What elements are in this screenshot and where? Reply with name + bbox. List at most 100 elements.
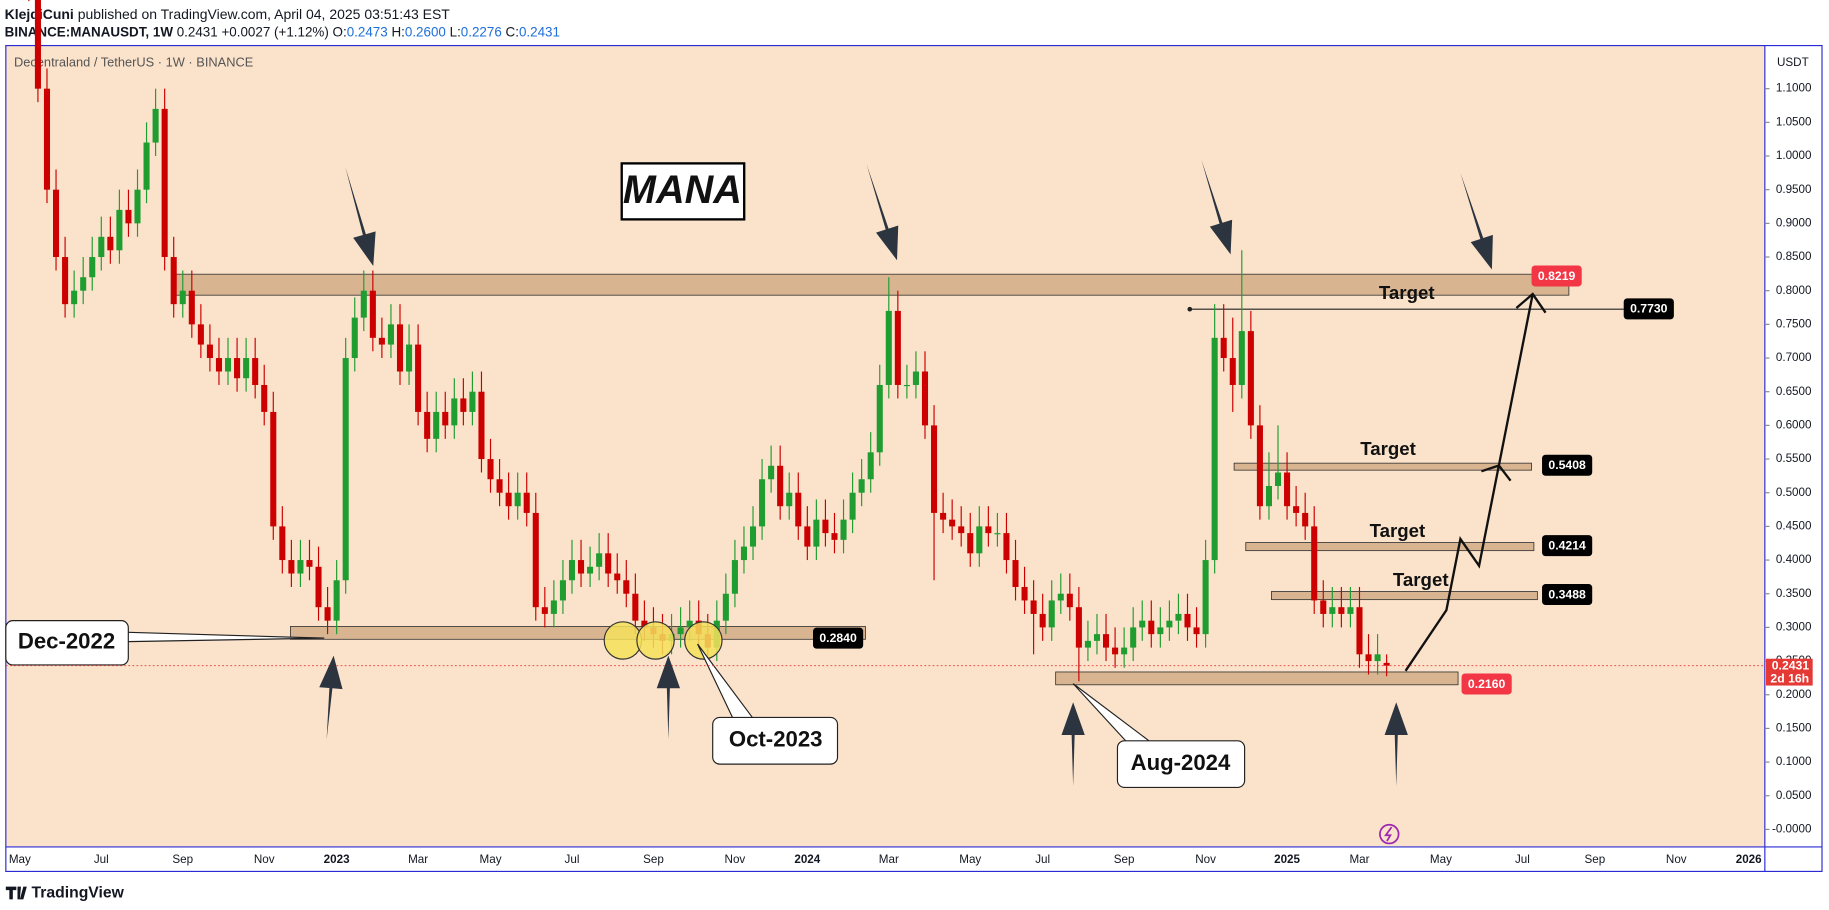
x-tick-label: Jul [565,853,580,866]
y-tick-label: 0.1500 [1776,721,1812,734]
y-tick-label: 1.0500 [1776,115,1812,128]
x-tick-label: 2026 [1736,853,1762,866]
candle-body [858,479,865,493]
x-tick-label: Sep [172,853,193,866]
frame [5,44,1823,873]
candle-body [1102,634,1110,648]
candle-body [134,189,141,224]
candle-body [813,519,820,547]
x-tick-label: Nov [1666,853,1687,866]
event-icon-bolt [1384,826,1393,842]
candle-body [731,560,738,594]
level-tag [1461,673,1512,695]
candle-body [722,593,729,621]
candle-body [1048,600,1055,628]
x-tick-label: 2023 [324,853,350,866]
candle-body [740,546,747,561]
candle-body [1066,593,1073,608]
projection [1404,293,1534,672]
target-label: Target [1360,438,1416,459]
candle-body [1256,425,1263,507]
callout-pointer [697,643,753,718]
candle-body [958,526,965,534]
y-tick-label: 0.2000 [1776,688,1812,701]
x-tick-label: Mar [1349,853,1369,866]
candle-body [1211,337,1218,561]
l-value: 0.2276 [461,24,502,39]
candle-body [1012,560,1019,587]
candle-body [252,358,259,385]
header: KlejdiCuni published on TradingView.com,… [5,6,560,39]
zone [172,273,1570,296]
candle-body [487,459,494,480]
candle-body [967,533,974,554]
event-icon[interactable] [1379,823,1400,845]
candle-body [1365,654,1372,662]
candle-body [795,492,802,527]
x-tick-label: Nov [725,853,746,866]
candle-body [369,290,376,338]
last-price-tag [1766,658,1813,686]
anchor-dot [1187,306,1193,312]
candle-body [831,533,838,540]
candle-body [415,344,422,412]
title-box [620,162,746,221]
arrow [319,655,343,740]
arrow [1384,702,1408,787]
candle-body [1021,586,1028,601]
level-tag [1542,454,1593,476]
x-tick-label: Sep [1584,853,1605,866]
arrow [866,164,899,261]
candle-body [1220,337,1227,359]
level-label: 0.2160 [1468,677,1506,691]
x-tick-label: Jul [1035,853,1050,866]
symbol-line: BINANCE:MANAUSDT, 1W 0.2431 +0.0027 (+1.… [5,24,560,39]
candle-body [940,512,947,520]
y-tick-label: 0.5000 [1776,486,1812,499]
candle-body [279,526,286,561]
axes: 1.1000 1.0500 1.0000 0.9500 0.9000 0.8500 0.80… [9,82,1813,866]
callout-pointer [128,631,325,643]
candle-body [894,310,901,385]
price-axis [1764,45,1823,847]
candle-body [632,593,639,621]
candle-body [1193,627,1200,635]
candle-body [1338,607,1345,614]
candle-body [1284,472,1291,507]
candle-body [451,398,458,426]
candle-body [1139,620,1146,628]
x-tick-label: 2025 [1274,853,1300,866]
candle-body [1112,647,1119,655]
callout-label: Oct-2023 [729,727,823,752]
x-tick-label: Sep [643,853,664,866]
candle-body [931,425,938,513]
candle-body [876,384,883,453]
candle-body [406,344,413,372]
candle-body [161,108,168,258]
candle-body [976,526,983,554]
candle-body [270,411,277,527]
callout-label: Aug-2024 [1131,750,1231,775]
candle-body [333,580,340,621]
x-tick-label: May [1430,853,1452,866]
level-label: 0.2840 [819,631,857,645]
arrow [1201,159,1233,255]
published: published on TradingView.com, April 04, … [78,6,451,22]
last-price-label: 0.2431 [1772,659,1810,673]
candle-body [1130,627,1137,648]
candle-body [623,580,630,594]
callout [712,716,839,765]
x-tick-label: May [480,853,502,866]
candle-body [514,492,521,507]
candle-body [641,620,648,628]
symbol: BINANCE:MANAUSDT, 1W [5,24,174,39]
candle-body [152,108,159,143]
level-tag [1542,535,1593,557]
zone [1055,671,1459,686]
y-tick-label: 0.8500 [1776,250,1812,263]
candle-body [614,573,621,581]
y-tick-label: 0.6500 [1776,385,1812,398]
x-tick-label: Nov [254,853,275,866]
candle-body [1175,613,1182,621]
candle-body [89,257,96,278]
